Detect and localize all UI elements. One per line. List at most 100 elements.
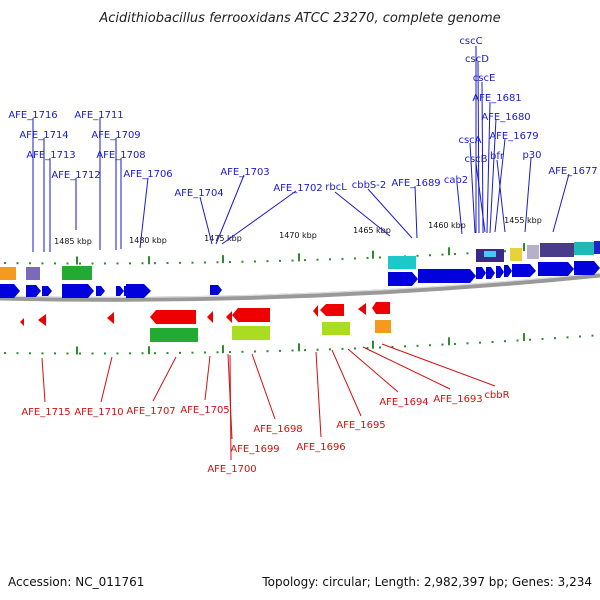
label-AFE_1694: AFE_1694 (379, 397, 428, 408)
gene-arrow-fwd (126, 284, 151, 298)
tick-dot (579, 335, 581, 338)
tick-dot (566, 336, 569, 339)
gene-arrow-rev (372, 302, 390, 314)
genome-summary-text: Topology: circular; Length: 2,982,397 bp… (261, 575, 592, 589)
label-AFE_1693: AFE_1693 (433, 394, 482, 405)
tick-dot (141, 352, 144, 355)
major-tick (448, 247, 450, 256)
tick-dot (204, 351, 206, 354)
gene-arrow-rev (107, 312, 114, 324)
label-AFE_1711: AFE_1711 (74, 110, 123, 121)
major-tick (523, 243, 525, 252)
major-tick (298, 343, 300, 352)
tick-dot (241, 260, 244, 263)
tick-dot (104, 262, 106, 265)
gene-arrow-fwd (96, 286, 105, 296)
label-AFE_1679: AFE_1679 (489, 131, 538, 142)
label-rbcL: rbcL (325, 182, 347, 193)
label-AFE_1709: AFE_1709 (91, 130, 140, 141)
tick-dot (216, 261, 219, 264)
tick-dot (266, 350, 269, 353)
feature-box-teal (574, 242, 594, 255)
label-AFE_1703: AFE_1703 (220, 167, 269, 178)
tick-dot (66, 262, 69, 265)
label-AFE_1696: AFE_1696 (296, 442, 345, 453)
tick-dot (416, 344, 419, 347)
label-AFE_1714: AFE_1714 (19, 130, 68, 141)
feature-box-grey (527, 245, 539, 259)
tick-dot (116, 262, 119, 265)
tick-dot (466, 252, 469, 255)
tick-dot (454, 252, 456, 255)
label-AFE_1712: AFE_1712 (51, 170, 100, 181)
tick-dot (316, 348, 319, 351)
tick-dot (529, 338, 531, 341)
tick-dot (366, 346, 369, 349)
bottom-labels: AFE_1715 AFE_1710 AFE_1707 AFE_1705 AFE_… (21, 390, 509, 475)
tick-dot (316, 258, 319, 261)
label-cscE: cscE (473, 73, 496, 84)
gene-arrow-fwd (504, 265, 512, 277)
tick-dot (254, 350, 256, 353)
label-cab2: cab2 (444, 175, 468, 186)
tick-dot (516, 339, 519, 342)
label-AFE_1698: AFE_1698 (253, 424, 302, 435)
label-cscB: cscB (464, 154, 487, 165)
tick-dot (354, 257, 356, 260)
feature-box-orange (375, 320, 391, 333)
feature-box-violet (540, 243, 574, 257)
tick-label-1460: 1460 kbp (428, 221, 466, 230)
tick-dot (79, 262, 81, 265)
bottom-leader-lines (41, 343, 496, 461)
feature-box-green (150, 328, 198, 342)
tick-dot (29, 262, 31, 265)
label-AFE_1677: AFE_1677 (548, 166, 597, 177)
tick-dot (279, 349, 281, 352)
tick-dot (541, 337, 544, 340)
gene-arrow-fwd (116, 286, 124, 296)
label-AFE_1680: AFE_1680 (481, 112, 530, 123)
tick-dot (466, 342, 469, 345)
label-AFE_1708: AFE_1708 (96, 150, 145, 161)
tick-dot (441, 343, 444, 346)
tick-dot (216, 351, 219, 354)
tick-dot (329, 258, 331, 261)
feature-box-green (62, 266, 92, 280)
label-AFE_1702: AFE_1702 (273, 183, 322, 194)
gene-arrow-rev (320, 304, 344, 316)
tick-dot (179, 261, 181, 264)
tick-dot (491, 340, 494, 343)
tick-dot (404, 345, 406, 348)
gene-arrow-fwd (574, 261, 600, 275)
tick-dot (179, 351, 181, 354)
tick-dot (116, 352, 119, 355)
label-AFE_1689: AFE_1689 (391, 178, 440, 189)
tick-labels: 1485 kbp 1480 kbp 1475 kbp 1470 kbp 1465… (54, 216, 542, 246)
accession-text: Accession: NC_011761 (8, 575, 144, 589)
reverse-features (20, 302, 391, 342)
tick-label-1480: 1480 kbp (129, 236, 167, 245)
feature-box-blue (594, 241, 600, 254)
gene-arrow-rev (207, 311, 213, 323)
tick-dot (554, 337, 556, 340)
gene-arrow-fwd (496, 266, 504, 278)
tick-dot (16, 262, 19, 265)
tick-dot (416, 254, 419, 257)
feature-box-purple (26, 267, 40, 280)
tick-dot (29, 352, 31, 355)
tick-dot (504, 250, 506, 253)
tick-dot (129, 352, 131, 355)
gene-arrow-fwd (512, 264, 536, 277)
tick-dot (379, 346, 381, 349)
tick-dot (166, 262, 169, 265)
gene-arrow-fwd (62, 284, 94, 298)
label-p30: p30 (522, 150, 541, 161)
gene-arrow-fwd (388, 272, 418, 286)
tick-dot (154, 352, 156, 355)
tick-dot (379, 256, 381, 259)
label-AFE_1710: AFE_1710 (74, 407, 123, 418)
tick-label-1455: 1455 kbp (504, 216, 542, 225)
major-tick (222, 345, 224, 354)
feature-box-lime (322, 322, 350, 335)
tick-dot (504, 340, 506, 343)
